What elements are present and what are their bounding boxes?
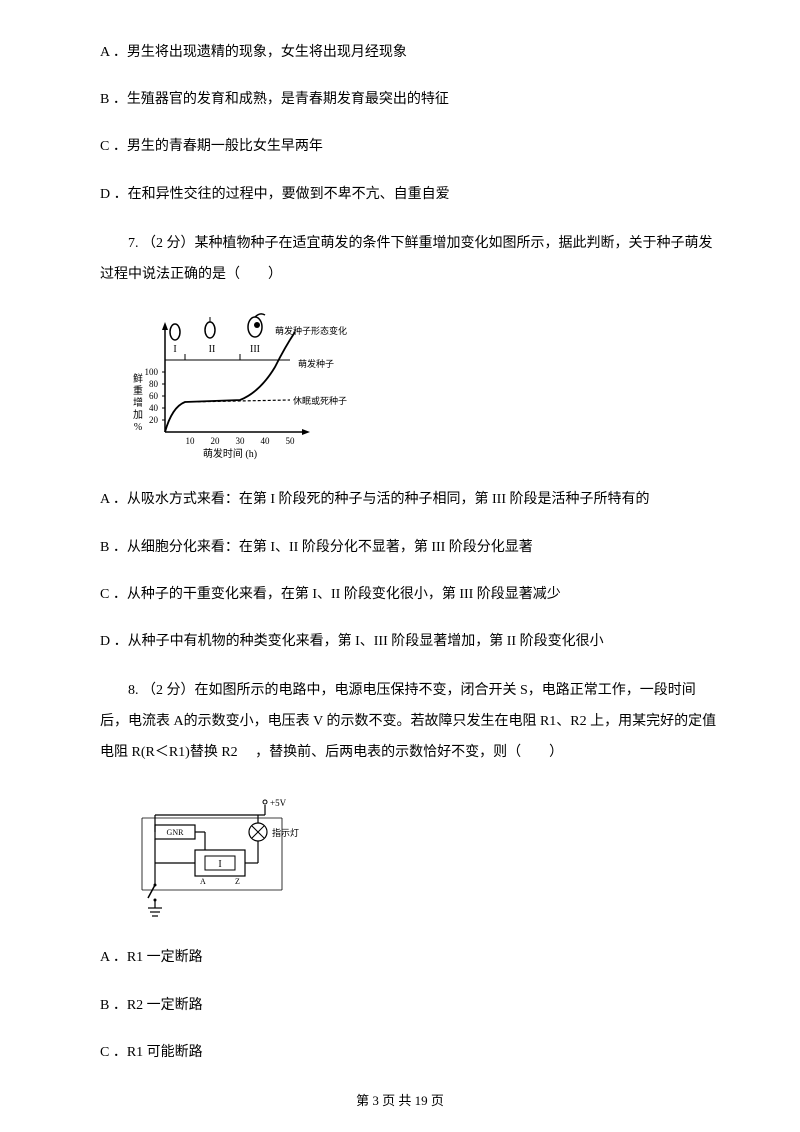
- svg-text:GNR: GNR: [167, 828, 185, 837]
- option-7d: D ．从种子中有机物的种类变化来看，第 I、III 阶段显著增加，第 II 阶段…: [100, 629, 720, 654]
- svg-text:加: 加: [133, 409, 143, 421]
- page-footer: 第 3 页 共 19 页: [0, 1089, 800, 1112]
- svg-text:+5V: +5V: [270, 798, 287, 808]
- option-6d: D ．在和异性交往的过程中，要做到不卑不亢、自重自爱: [100, 182, 720, 207]
- svg-text:增: 增: [133, 396, 143, 409]
- svg-text:Z: Z: [235, 877, 240, 886]
- option-7a: A ．从吸水方式来看：在第 I 阶段死的种子与活的种子相同，第 III 阶段是活…: [100, 487, 720, 512]
- svg-text:休眠或死种子: 休眠或死种子: [293, 395, 347, 406]
- figure-q8-circuit: +5V GNR 指示灯 I A Z: [130, 790, 720, 925]
- circuit-diagram: +5V GNR 指示灯 I A Z: [130, 790, 330, 925]
- option-6a: A ．男生将出现遗精的现象，女生将出现月经现象: [100, 40, 720, 65]
- svg-text:100: 100: [145, 367, 159, 377]
- svg-text:I: I: [218, 859, 221, 870]
- seed-germination-chart: 20 40 60 80 100 10 20 30 40 50 鲜 重 增 加 %…: [130, 312, 360, 467]
- option-8b: B ．R2 一定断路: [100, 993, 720, 1018]
- svg-text:40: 40: [149, 403, 159, 413]
- option-6b: B ．生殖器官的发育和成熟，是青春期发育最突出的特征: [100, 87, 720, 112]
- option-8a: A ．R1 一定断路: [100, 945, 720, 970]
- svg-text:III: III: [250, 344, 260, 355]
- figure-q7-chart: 20 40 60 80 100 10 20 30 40 50 鲜 重 增 加 %…: [130, 312, 720, 467]
- svg-text:萌发种子形态变化: 萌发种子形态变化: [275, 325, 347, 336]
- svg-text:萌发种子: 萌发种子: [298, 358, 334, 369]
- svg-text:A: A: [200, 877, 206, 886]
- svg-text:指示灯: 指示灯: [272, 827, 299, 838]
- svg-text:II: II: [209, 344, 216, 355]
- option-8c: C ．R1 可能断路: [100, 1040, 720, 1065]
- svg-text:40: 40: [261, 436, 271, 446]
- svg-text:60: 60: [149, 391, 159, 401]
- svg-text:20: 20: [211, 436, 221, 446]
- question-8: 8. （2 分）在如图所示的电路中，电源电压保持不变，闭合开关 S，电路正常工作…: [100, 676, 720, 768]
- svg-text:鲜: 鲜: [133, 372, 143, 385]
- svg-text:80: 80: [149, 379, 159, 389]
- svg-text:30: 30: [236, 436, 246, 446]
- svg-text:%: %: [134, 422, 142, 433]
- svg-text:重: 重: [133, 384, 143, 397]
- question-7: 7. （2 分）某种植物种子在适宜萌发的条件下鲜重增加变化如图所示，据此判断，关…: [100, 229, 720, 291]
- svg-text:20: 20: [149, 415, 159, 425]
- svg-text:I: I: [173, 344, 176, 355]
- option-7c: C ．从种子的干重变化来看，在第 I、II 阶段变化很小，第 III 阶段显著减…: [100, 582, 720, 607]
- svg-text:50: 50: [286, 436, 296, 446]
- svg-text:10: 10: [186, 436, 196, 446]
- option-7b: B ．从细胞分化来看：在第 I、II 阶段分化不显著，第 III 阶段分化显著: [100, 535, 720, 560]
- svg-text:萌发时间 (h): 萌发时间 (h): [203, 447, 257, 460]
- option-6c: C ．男生的青春期一般比女生早两年: [100, 134, 720, 159]
